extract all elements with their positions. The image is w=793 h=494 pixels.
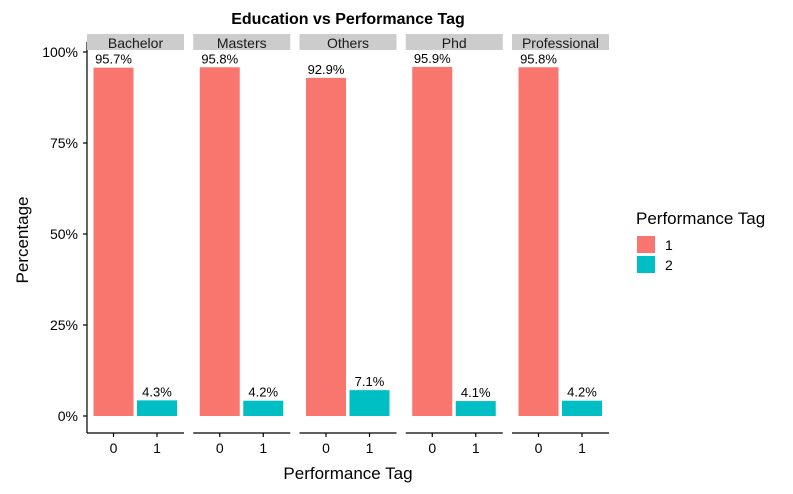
bar-value-label: 4.3% [142,384,172,399]
chart-title: Education vs Performance Tag [231,11,465,28]
y-axis-title: Percentage [13,197,32,284]
bar [455,401,496,416]
facet-strip [512,34,609,50]
facet-strip [87,34,184,50]
facet-strip-label: Professional [522,35,599,51]
x-tick-label: 0 [428,440,436,456]
bar-value-label: 95.7% [95,52,132,67]
bar-value-label: 4.2% [248,385,278,400]
x-axis-title: Performance Tag [283,464,412,483]
legend-swatch [637,236,655,253]
bar [243,400,284,416]
legend-title: Performance Tag [636,209,765,228]
facet-strip-label: Phd [442,35,467,51]
y-tick-label: 0% [58,408,78,424]
legend: Performance Tag 1 2 [636,209,765,273]
bar [412,66,453,416]
bar [137,400,177,416]
x-tick-label: 0 [322,440,330,456]
x-tick-label: 1 [578,440,586,456]
x-tick-label: 1 [259,440,267,456]
facet-strip-label: Others [327,35,369,51]
facet-panels: Bachelor95.7%04.3%1Masters95.8%04.2%1Oth… [87,34,609,456]
x-tick-label: 0 [535,440,543,456]
y-axis: 0% 25% 50% 75% 100% [42,42,88,433]
x-tick-label: 1 [153,440,161,456]
y-tick-label: 75% [50,135,78,151]
facet-strip-label: Bachelor [108,35,164,51]
x-tick-label: 0 [110,440,118,456]
bar-value-label: 92.9% [308,62,345,77]
bar [349,390,390,416]
y-tick-label: 100% [42,44,78,60]
bar [562,400,602,416]
bar [199,67,240,417]
bar-value-label: 95.8% [201,51,238,66]
legend-swatch [637,256,655,273]
facet-strip-label: Masters [217,35,267,51]
bar [306,77,346,417]
bar-value-label: 95.9% [414,51,451,66]
legend-label: 1 [665,237,673,253]
x-tick-label: 1 [472,440,480,456]
bar-value-label: 95.8% [520,51,557,66]
facet-strip [405,34,503,50]
bar-value-label: 4.1% [461,385,491,400]
bar-value-label: 4.2% [567,385,597,400]
facet-strip [299,34,397,50]
bar [518,67,559,417]
x-tick-label: 0 [216,440,224,456]
facet-panel: Others 92.9% 0 7.1% 1 [299,34,397,456]
bar [93,67,134,416]
bar-value-label: 7.1% [355,374,385,389]
facet-strip [193,34,291,50]
legend-label: 2 [665,257,673,273]
y-tick-label: 25% [50,317,78,333]
y-tick-label: 50% [50,226,78,242]
x-tick-label: 1 [366,440,374,456]
